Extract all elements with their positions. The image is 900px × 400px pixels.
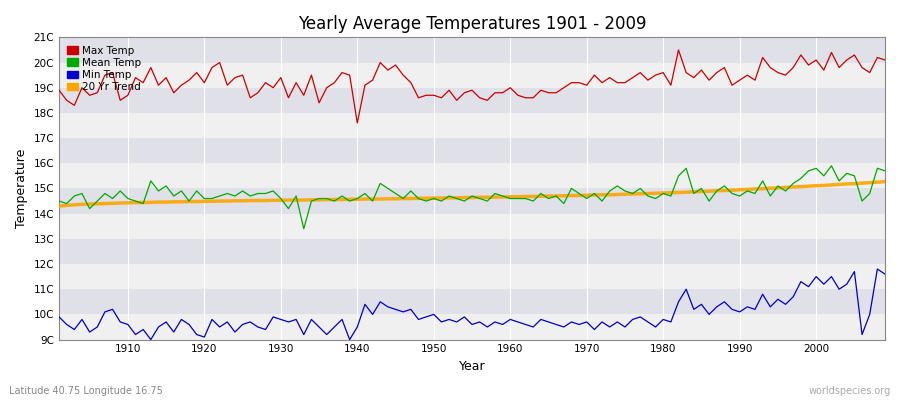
Y-axis label: Temperature: Temperature [15,149,28,228]
Title: Yearly Average Temperatures 1901 - 2009: Yearly Average Temperatures 1901 - 2009 [298,15,646,33]
Bar [59,138,885,163]
Text: worldspecies.org: worldspecies.org [809,386,891,396]
Bar [59,163,885,188]
X-axis label: Year: Year [459,360,485,373]
Bar [59,88,885,113]
Bar [59,314,885,340]
Bar [59,289,885,314]
Text: Latitude 40.75 Longitude 16.75: Latitude 40.75 Longitude 16.75 [9,386,163,396]
Bar [59,188,885,214]
Bar [59,264,885,289]
Bar [59,239,885,264]
Legend: Max Temp, Mean Temp, Min Temp, 20 Yr Trend: Max Temp, Mean Temp, Min Temp, 20 Yr Tre… [64,42,144,95]
Bar [59,113,885,138]
Bar [59,214,885,239]
Bar [59,62,885,88]
Bar [59,37,885,62]
